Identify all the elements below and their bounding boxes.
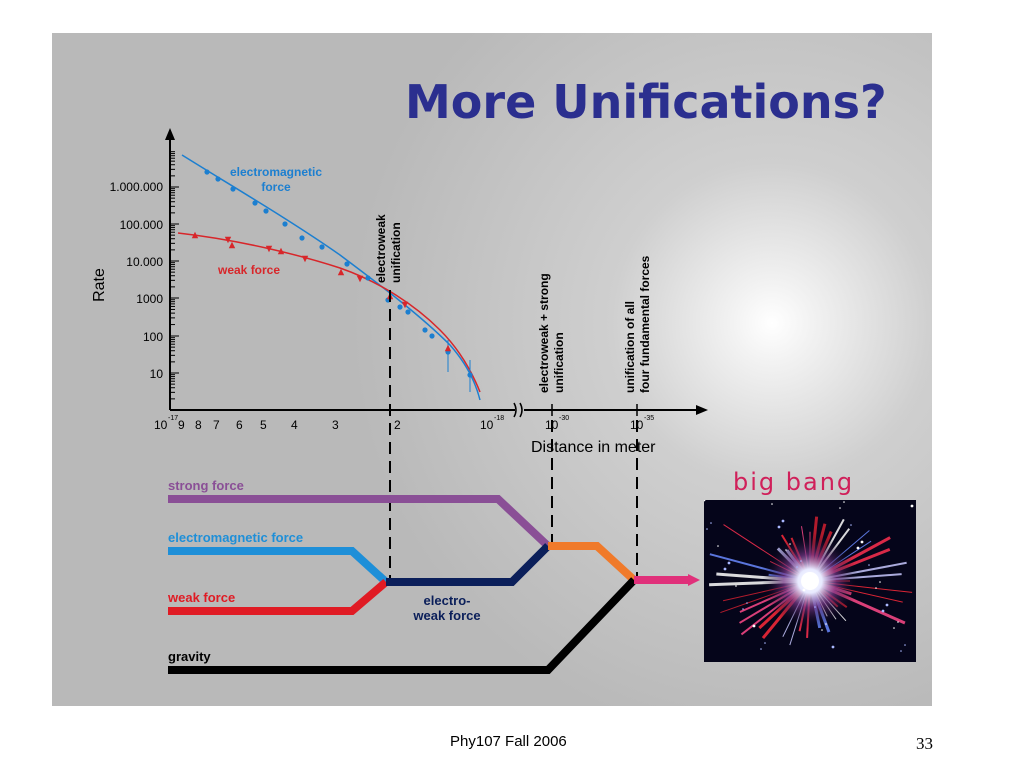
ews-annotation-1: electroweak + strong: [537, 273, 551, 393]
weak-force-label: weak force: [167, 590, 235, 605]
em-data-point: [215, 176, 221, 182]
x-tick-label: 8: [195, 418, 202, 432]
em-data-point: [282, 221, 288, 227]
dashed-guides: [389, 290, 638, 580]
weak-data-point: [337, 268, 345, 276]
big-bang-label: big bang: [733, 468, 855, 496]
em-force-curve: [181, 154, 481, 401]
electroweak-line: [386, 543, 551, 586]
em-data-point: [230, 186, 236, 192]
all-annotation-2: four fundamental forces: [638, 255, 652, 393]
axis-break: [513, 402, 523, 418]
x-tick-exponent: -18: [494, 415, 504, 422]
em-data-point: [405, 309, 411, 315]
weak-data-point: [265, 245, 273, 253]
em-data-point: [397, 304, 403, 310]
em-series-label-2: force: [261, 180, 291, 194]
page-number: 33: [916, 734, 933, 753]
weak-data-point: [356, 275, 364, 283]
weak-data-point: [444, 344, 452, 352]
strong-force-label: strong force: [168, 478, 244, 493]
em-data-point: [344, 261, 350, 267]
big-bang-image: [704, 500, 916, 662]
strong-force-line: [168, 495, 551, 549]
gravity-line: [168, 577, 637, 674]
weak-data-point: [191, 231, 199, 239]
x-tick-exponent: -17: [168, 415, 178, 422]
em-data-point: [299, 235, 305, 241]
x-tick-base: 10: [480, 418, 494, 432]
y-axis-arrow: [165, 128, 175, 140]
em-data-point: [252, 200, 258, 206]
y-tick-label: 100.000: [120, 218, 164, 232]
weak-data-point: [228, 241, 236, 249]
y-tick-label: 1.000.000: [110, 180, 164, 194]
x-tick-labels: 10 -17 9 8 7 6 5 4 3 2 10 -18 10 -30 10 …: [154, 415, 654, 432]
x-tick-base: 10: [154, 418, 168, 432]
gravity-label: gravity: [168, 649, 211, 664]
y-minor-ticks: [170, 151, 179, 411]
x-tick-label: 9: [178, 418, 185, 432]
all-annotation-1: unification of all: [623, 301, 637, 393]
em-data-point: [429, 333, 435, 339]
em-data-point: [365, 275, 371, 281]
em-data-point: [204, 169, 210, 175]
y-tick-label: 10.000: [126, 255, 163, 269]
x-tick-label: 5: [260, 418, 267, 432]
y-tick-label: 100: [143, 330, 163, 344]
electroweak-label-2: weak force: [412, 608, 480, 623]
y-tick-label: 10: [150, 367, 164, 381]
force-flow: [168, 495, 690, 674]
x-tick-label: 3: [332, 418, 339, 432]
weak-force-line: [168, 578, 389, 615]
plot-axes: [165, 128, 708, 418]
ew-strong-line: [548, 542, 637, 583]
ew-annotation-2: unification: [389, 222, 403, 283]
x-tick-exponent: -35: [644, 415, 654, 422]
electroweak-label-1: electro-: [424, 593, 471, 608]
x-axis-arrow: [696, 405, 708, 415]
x-axis-label: Distance in meter: [531, 439, 656, 456]
force-labels: strong force electromagnetic force weak …: [167, 478, 481, 664]
weak-series-label: weak force: [217, 263, 280, 277]
y-tick-labels: 1.000.000 100.000 10.000 1000 100 10: [110, 180, 164, 381]
weak-force-curve: [177, 232, 481, 393]
em-data-point: [422, 327, 428, 333]
em-data-point: [319, 244, 325, 250]
x-tick-exponent: -30: [559, 415, 569, 422]
em-force-label: electromagnetic force: [168, 530, 303, 545]
x-tick-label: 4: [291, 418, 298, 432]
unification-annotations: electroweak unification electroweak + st…: [374, 214, 652, 393]
em-data-point: [263, 208, 269, 214]
unified-arrow: [688, 574, 700, 586]
x-tick-label: 6: [236, 418, 243, 432]
ews-annotation-2: unification: [552, 332, 566, 393]
weak-data-points: [191, 231, 452, 352]
em-series-label-1: electromagnetic: [230, 165, 322, 179]
em-data-points: [204, 169, 473, 392]
x-tick-label: 2: [394, 418, 401, 432]
weak-data-point: [277, 247, 285, 255]
x-tick-label: 7: [213, 418, 220, 432]
y-axis-label: Rate: [91, 268, 108, 302]
x-major-ticks: [551, 404, 638, 416]
y-tick-label: 1000: [136, 292, 163, 306]
weak-data-point: [401, 301, 409, 309]
slide-title: More Unifications?: [405, 75, 887, 129]
ew-annotation-1: electroweak: [374, 214, 388, 283]
em-force-line: [168, 547, 389, 585]
weak-data-point: [301, 255, 309, 263]
footer-text: Phy107 Fall 2006: [450, 733, 567, 750]
weak-data-point: [224, 236, 232, 244]
